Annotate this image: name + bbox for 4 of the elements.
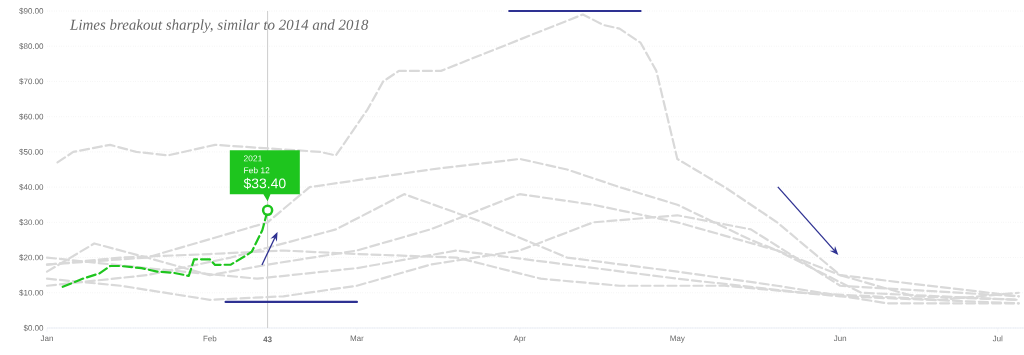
annotation: 2021 (243, 155, 262, 162)
annotation: Feb 12 (244, 167, 270, 174)
annotation: $33.40 (243, 177, 286, 190)
text: Limes breakout sharply, similar to 2014 and 2018 (69, 19, 369, 33)
